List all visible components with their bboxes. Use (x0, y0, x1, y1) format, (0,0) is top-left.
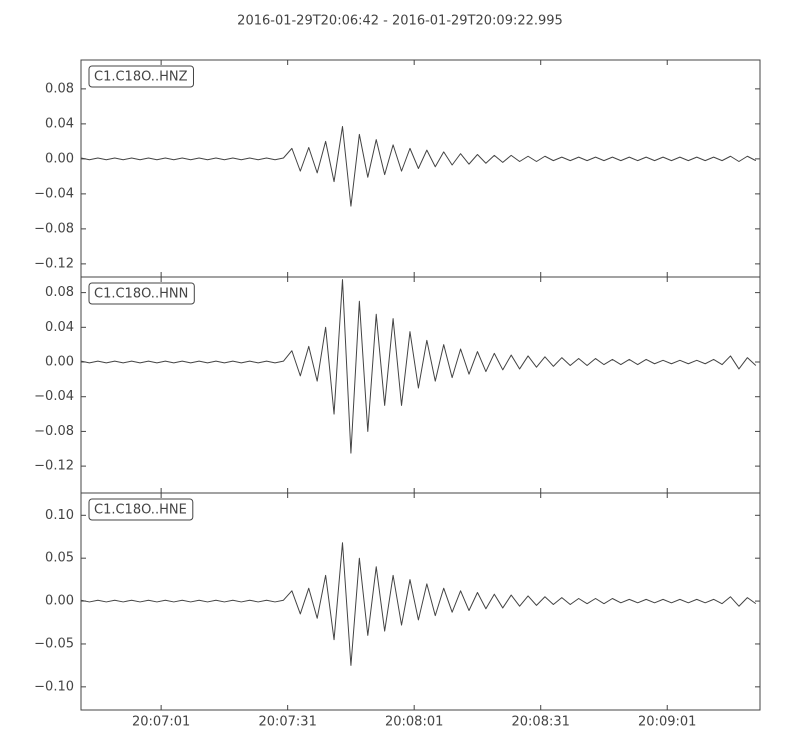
y-tick-label: −0.04 (34, 389, 74, 404)
x-tick-label: 20:07:01 (132, 715, 190, 730)
y-tick-label: 0.00 (45, 594, 74, 609)
y-tick-label: −0.04 (34, 186, 74, 201)
y-tick-label: 0.08 (45, 285, 74, 300)
legend-label: C1.C18O..HNZ (94, 70, 188, 85)
y-tick-label: 0.00 (45, 355, 74, 370)
y-tick-label: −0.08 (34, 424, 74, 439)
legend-box (88, 498, 194, 521)
x-tick-label: 20:09:01 (638, 715, 696, 730)
x-tick-label: 20:08:01 (385, 715, 443, 730)
y-tick-label: −0.08 (34, 221, 74, 236)
y-tick-label: −0.05 (34, 636, 74, 651)
legend-label: C1.C18O..HNN (94, 287, 188, 302)
plot-frame (80, 59, 761, 278)
y-tick-label: −0.12 (34, 256, 74, 271)
x-tick-label: 20:07:31 (258, 715, 316, 730)
legend-label: C1.C18O..HNE (94, 503, 187, 518)
legend-box (88, 65, 194, 88)
y-tick-label: 0.08 (45, 81, 74, 96)
y-tick-label: −0.12 (34, 459, 74, 474)
legend-box (88, 282, 195, 305)
waveform (80, 126, 757, 207)
y-tick-label: 0.05 (45, 551, 74, 566)
y-tick-label: −0.10 (34, 679, 74, 694)
waveform (80, 542, 757, 666)
y-tick-label: 0.00 (45, 151, 74, 166)
y-tick-label: 0.04 (45, 320, 74, 335)
plot-frame (80, 276, 761, 494)
y-tick-label: 0.10 (45, 508, 74, 523)
chart-title: 2016-01-29T20:06:42 - 2016-01-29T20:09:2… (237, 14, 563, 29)
y-tick-label: 0.04 (45, 116, 74, 131)
waveform (80, 279, 757, 454)
x-tick-label: 20:08:31 (512, 715, 570, 730)
